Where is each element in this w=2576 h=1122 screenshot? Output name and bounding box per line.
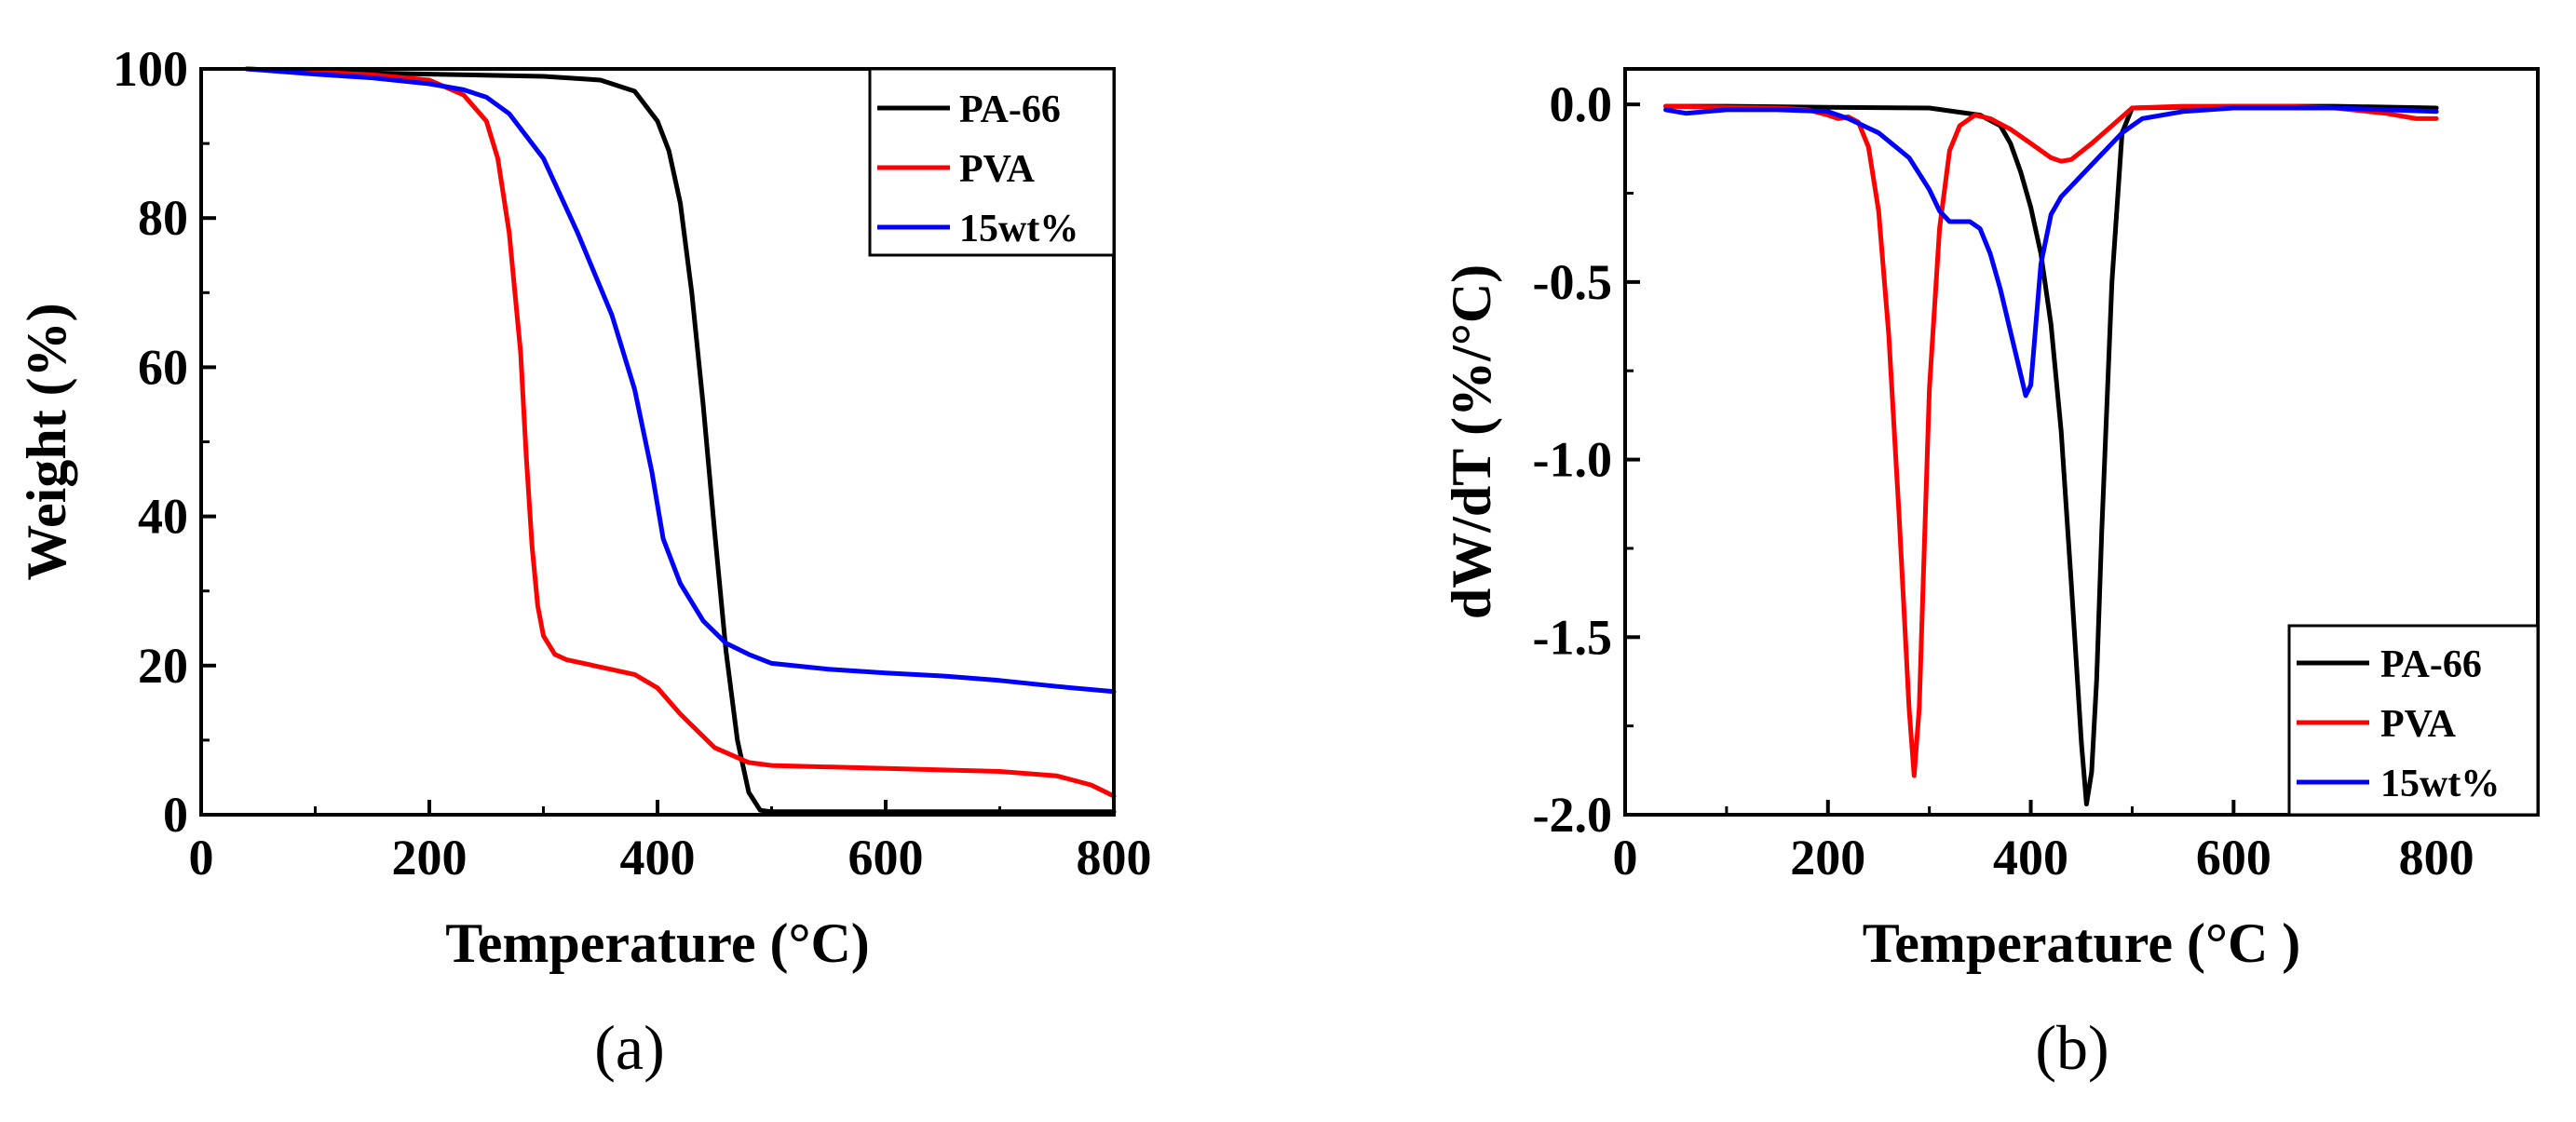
panel-b-legend-label-pa-66: PA-66	[2380, 643, 2482, 686]
panel-b-x-axis-title: Temperature (°C )	[1863, 912, 2301, 974]
panel-a-weight-chart: 0 200 400 600 800 0 20 40 60 80 100 Temperature (°…	[16, 41, 1152, 1083]
panel-b-y-tick-label: -2.0	[1533, 787, 1612, 843]
panel-a-x-tick-label: 600	[848, 830, 924, 885]
panel-b-x-tick-label: 800	[2399, 830, 2474, 885]
panel-a-legend-label-pa-66: PA-66	[959, 88, 1061, 131]
panel-a-y-tick-label: 20	[138, 638, 188, 694]
panel-a-tick-labels: 0 200 400 600 800 0 20 40 60 80 100	[113, 41, 1152, 885]
panel-a-x-tick-label: 0	[189, 830, 214, 885]
panel-b-tick-labels: 0 200 400 600 800 0.0 -0.5 -1.0 -1.5 -2.0	[1533, 76, 2474, 885]
panel-b-label: (b)	[2035, 1012, 2108, 1083]
panel-a-legend: PA-66 PVA 15wt%	[868, 67, 1116, 257]
panel-b-plot-frame	[1623, 67, 2540, 817]
panel-b-legend-label-15wt: 15wt%	[2380, 763, 2500, 805]
panel-a-y-tick-label: 40	[138, 489, 188, 545]
panel-a-series-15wt	[244, 66, 1117, 695]
panel-a-y-tick-label: 80	[138, 190, 188, 246]
panel-b-y-tick-label: 0.0	[1550, 76, 1613, 132]
panel-b-legend: PA-66 PVA 15wt%	[2287, 624, 2540, 817]
panel-b-derivative-chart: 0 200 400 600 800 0.0 -0.5 -1.0 -1.5 -2.0 Tempera…	[1441, 67, 2540, 1083]
panel-a-label: (a)	[594, 1012, 664, 1083]
panel-a-x-tick-label: 200	[392, 830, 468, 885]
panel-a-series-pva	[244, 66, 1117, 799]
panel-b-x-tick-label: 200	[1790, 830, 1865, 885]
panel-a-x-tick-label: 800	[1077, 830, 1152, 885]
panel-b-series-group	[1663, 103, 2439, 807]
panel-b-x-tick-label: 600	[2196, 830, 2271, 885]
panel-a-x-axis-title: Temperature (°C)	[445, 912, 870, 974]
panel-b-y-tick-label: -1.5	[1533, 609, 1612, 665]
panel-a-legend-box	[868, 67, 1116, 257]
panel-b-legend-label-pva: PVA	[2380, 703, 2457, 746]
panel-a-series-group	[244, 66, 1117, 815]
panel-a-ticks	[199, 67, 1116, 817]
panel-a-y-axis-title: Weight (%)	[16, 303, 77, 580]
panel-b-y-tick-label: -0.5	[1533, 254, 1612, 310]
panel-b-series-pa-66	[1663, 103, 2439, 807]
panel-a-x-tick-label: 400	[620, 830, 696, 885]
panel-b-x-tick-label: 0	[1613, 830, 1638, 885]
panel-a-legend-label-pva: PVA	[959, 148, 1036, 191]
panel-a-series-pa-66	[244, 66, 1117, 815]
panel-b-x-tick-label: 400	[1993, 830, 2068, 885]
panel-a-y-tick-label: 60	[138, 339, 188, 395]
panel-a-legend-label-15wt: 15wt%	[959, 208, 1078, 250]
panel-b-y-axis-title: dW/dT (%/°C)	[1441, 264, 1502, 619]
panel-a-y-tick-label: 100	[113, 41, 188, 97]
panel-b-series-15wt	[1663, 105, 2439, 399]
panel-b-y-tick-label: -1.0	[1533, 432, 1612, 488]
panel-a-y-tick-label: 0	[163, 787, 188, 843]
